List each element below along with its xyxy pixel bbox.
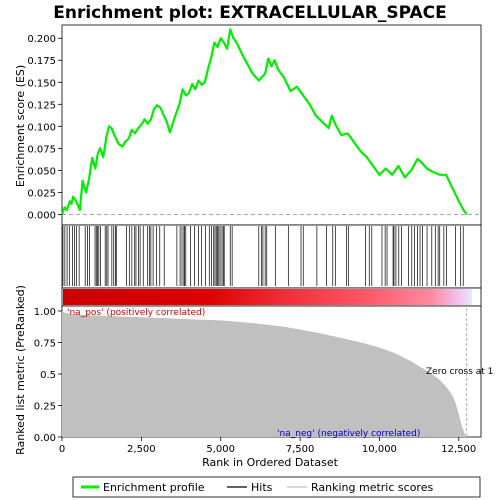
- pos-correlated-label: 'na_pos' (positively correlated): [67, 308, 205, 318]
- x-tick-label: 7,500: [286, 444, 315, 455]
- x-tick-label: 5,000: [206, 444, 235, 455]
- top-y-tick-label: 0.100: [27, 122, 56, 133]
- hits-panel: [61, 224, 482, 289]
- zero-cross-label: Zero cross at 1: [426, 367, 493, 377]
- top-y-tick-label: 0.125: [27, 100, 56, 111]
- legend-label-enrichment: Enrichment profile: [103, 481, 205, 494]
- top-y-axis-label: Enrichment score (ES): [14, 65, 27, 187]
- color-bar-gradient: [63, 289, 472, 305]
- ranked-metric-panel: 0.00 0.25 0.5 0.75 1.00 0 2,500 5,000 7,500 10,0…: [14, 285, 493, 469]
- chart-title: Enrichment plot: EXTRACELLULAR_SPACE: [53, 3, 447, 23]
- ranking-metric-area: [62, 311, 467, 437]
- top-y-tick-label: 0.200: [27, 34, 56, 45]
- hits-series: [62, 226, 464, 286]
- legend-label-ranking: Ranking metric scores: [311, 481, 433, 494]
- neg-correlated-label: 'na_neg' (negatively correlated): [277, 429, 420, 439]
- bottom-y-axis-label: Ranked list metric (PreRanked): [14, 285, 27, 455]
- top-y-tick-label: 0.000: [27, 210, 56, 221]
- bottom-x-axis-label: Rank in Ordered Dataset: [202, 456, 339, 469]
- bottom-y-tick-label: 0.00: [34, 433, 56, 444]
- ranking-metric-series: [62, 311, 467, 437]
- legend-box: [72, 476, 481, 498]
- legend: Enrichment profile Hits Ranking metric s…: [72, 476, 481, 498]
- x-tick-label: 0: [59, 444, 65, 455]
- top-y-tick-label: 0.050: [27, 166, 56, 177]
- top-panel-frame: [61, 24, 482, 226]
- top-y-axis: 0.000 0.025 0.050 0.075 0.100 0.125 0.150 0.175…: [27, 34, 481, 221]
- top-y-tick-label: 0.075: [27, 144, 56, 155]
- bottom-y-tick-label: 0.75: [34, 339, 56, 350]
- x-tick-label: 12,500: [441, 444, 476, 455]
- bottom-x-axis: 0 2,500 5,000 7,500 10,000 12,500: [59, 437, 476, 455]
- top-y-tick-label: 0.150: [27, 78, 56, 89]
- bottom-y-axis: 0.00 0.25 0.5 0.75 1.00: [34, 307, 62, 444]
- bottom-y-tick-label: 0.5: [40, 370, 56, 381]
- top-y-tick-label: 0.175: [27, 56, 56, 67]
- enrichment-profile-series: [60, 28, 468, 216]
- bottom-y-tick-label: 1.00: [34, 307, 56, 318]
- ranking-color-bar: [61, 287, 482, 307]
- enrichment-score-panel: 0.000 0.025 0.050 0.075 0.100 0.125 0.150 0.175…: [14, 24, 482, 226]
- x-tick-label: 10,000: [362, 444, 397, 455]
- enrichment-profile-line: [60, 28, 468, 216]
- x-tick-label: 2,500: [127, 444, 156, 455]
- legend-label-hits: Hits: [251, 481, 273, 494]
- bottom-y-tick-label: 0.25: [34, 402, 56, 413]
- top-y-tick-label: 0.025: [27, 188, 56, 199]
- hits-panel-frame: [61, 224, 482, 289]
